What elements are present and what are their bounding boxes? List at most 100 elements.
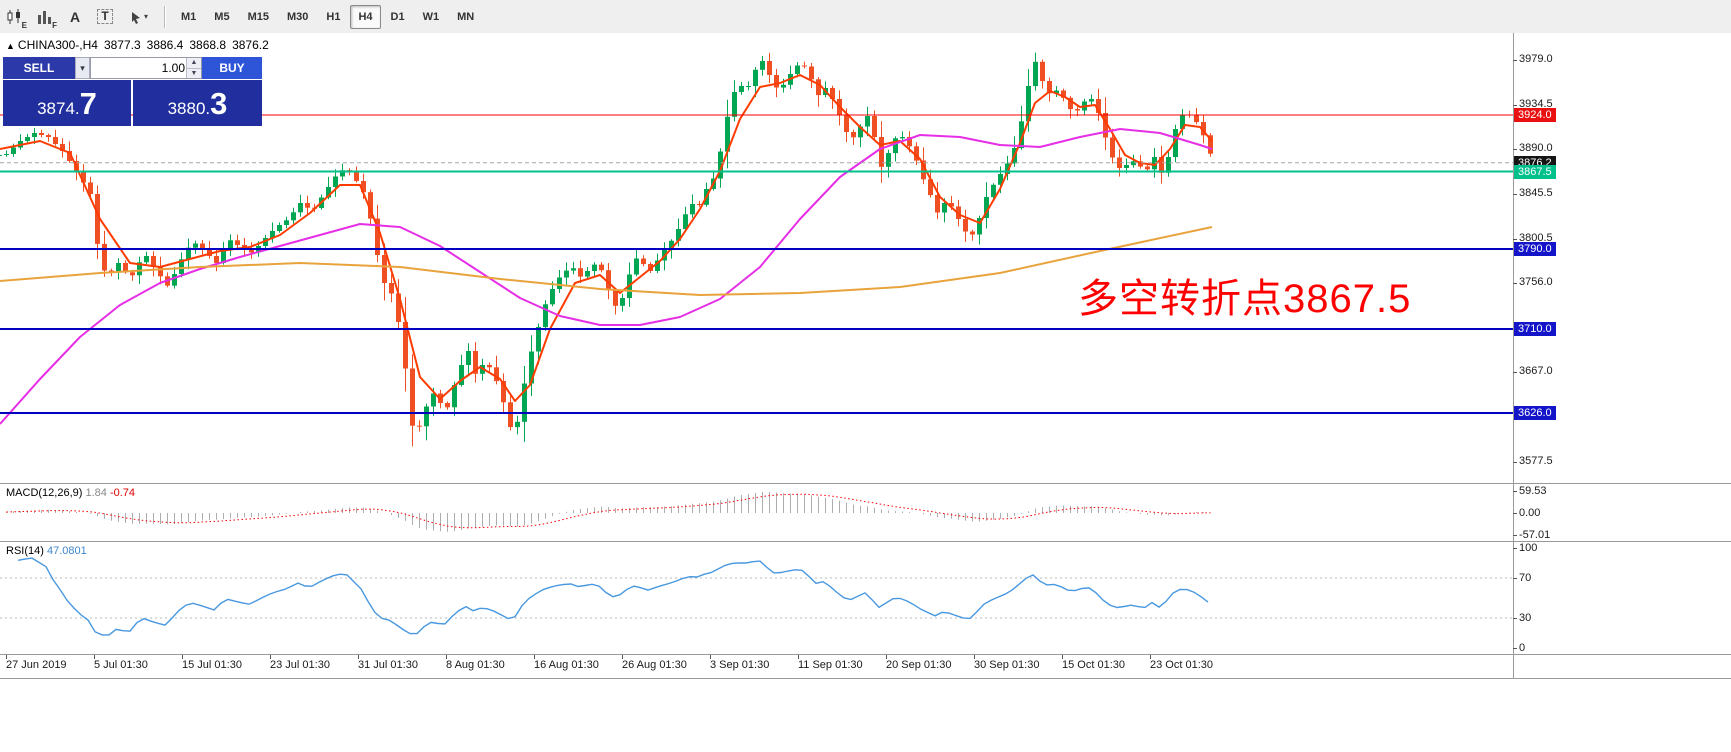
timeframe-button-H4[interactable]: H4 [350, 4, 381, 29]
rsi-tick-mark [1513, 548, 1517, 549]
bid-price-big: 7 [79, 86, 97, 121]
tool-shortcut-label: F [52, 20, 57, 30]
rsi-panel [0, 542, 1731, 654]
time-label: 27 Jun 2019 [6, 659, 67, 671]
rsi-tick-label: 100 [1519, 542, 1538, 554]
volume-dropdown-button[interactable]: ▾ [75, 57, 90, 79]
pointer-tool-icon [131, 11, 140, 24]
time-tick-mark [798, 655, 799, 659]
time-tick-mark [94, 655, 95, 659]
timeframe-button-M1[interactable]: M1 [181, 10, 197, 23]
symbol-name: CHINA300-,H4 [17, 38, 98, 52]
candlestick-chart-icon [7, 8, 20, 24]
macd-tick-mark [1513, 513, 1517, 514]
rsi-tick-mark [1513, 648, 1517, 649]
fast-lwma-line [0, 74, 1213, 402]
price-tick-label: 3577.5 [1519, 454, 1553, 467]
text-box-tool-button[interactable]: T [91, 4, 119, 30]
candlestick-chart-tool-button[interactable]: E [1, 4, 29, 30]
timeframe-button-M5[interactable]: M5 [214, 10, 230, 23]
timeframe-button-W1[interactable]: W1 [422, 10, 440, 23]
tool-shortcut-label: E [21, 20, 27, 30]
time-tick-mark [1150, 655, 1151, 659]
toolbar-separator [164, 5, 166, 28]
time-tick-mark [622, 655, 623, 659]
time-tick-mark [1062, 655, 1063, 659]
bar-chart-tool-button[interactable]: F [31, 4, 59, 30]
rsi-name: RSI(14) [6, 545, 44, 557]
time-tick-mark [710, 655, 711, 659]
time-label: 31 Jul 01:30 [358, 659, 418, 671]
quote-low: 3868.8 [189, 38, 227, 52]
quote-open: 3877.3 [103, 38, 141, 52]
letter-a-tool-button[interactable]: A [61, 4, 89, 30]
pointer-tool-button[interactable]: ▾ [121, 4, 157, 30]
time-label: 8 Aug 01:30 [446, 659, 505, 671]
rsi-line [17, 557, 1209, 636]
time-label: 23 Jul 01:30 [270, 659, 330, 671]
one-click-trade-panel: SELL ▾ ▲ ▼ BUY 3874.7 3880.3 [3, 57, 262, 126]
time-label: 5 Jul 01:30 [94, 659, 148, 671]
macd-tick-label: 0.00 [1519, 507, 1541, 519]
macd-label: MACD(12,26,9) 1.84 -0.74 [6, 487, 135, 499]
volume-increase-button[interactable]: ▲ [187, 58, 201, 69]
price-badge-3790.0: 3790.0 [1514, 242, 1556, 256]
timeframe-button-M15[interactable]: M15 [247, 10, 269, 23]
sell-button[interactable]: SELL [3, 57, 75, 79]
rsi-canvas [0, 557, 1513, 636]
price-tick-mark [1513, 372, 1517, 373]
volume-stepper: ▲ ▼ [186, 58, 201, 78]
ask-price[interactable]: 3880. 3 [133, 80, 262, 126]
price-badge-3710.0: 3710.0 [1514, 322, 1556, 336]
macd-tick-label: -57.01 [1519, 529, 1551, 541]
volume-box: ▲ ▼ [90, 57, 202, 79]
bid-price[interactable]: 3874. 7 [3, 80, 131, 126]
timeframe-button-D1[interactable]: D1 [390, 10, 405, 23]
rsi-tick-label: 70 [1519, 572, 1532, 584]
volume-decrease-button[interactable]: ▼ [187, 68, 201, 78]
time-label: 15 Oct 01:30 [1062, 659, 1125, 671]
time-tick-mark [270, 655, 271, 659]
time-tick-mark [886, 655, 887, 659]
timeframe-button-MN[interactable]: MN [457, 10, 475, 23]
time-tick-mark [6, 655, 7, 659]
price-badge-3924.0: 3924.0 [1514, 108, 1556, 122]
rsi-label: RSI(14) 47.0801 [6, 545, 87, 557]
macd-value: 1.84 [85, 487, 107, 499]
panel-separator [0, 483, 1731, 484]
price-tick-mark [1513, 461, 1517, 463]
slow-ma-line [0, 226, 1213, 296]
annotate-text-icon: A [69, 8, 81, 25]
macd-signal-value: -0.74 [109, 487, 136, 499]
price-axis-separator [1513, 33, 1514, 678]
time-label: 30 Sep 01:30 [974, 659, 1040, 671]
text-box-icon: T [97, 9, 113, 24]
buy-button[interactable]: BUY [202, 57, 262, 79]
time-tick-mark [534, 655, 535, 659]
price-tick-label: 3890.0 [1519, 142, 1553, 154]
quote-high: 3886.4 [146, 38, 184, 52]
bar-chart-icon [38, 10, 51, 24]
time-tick-mark [182, 655, 183, 659]
time-label: 3 Sep 01:30 [710, 659, 770, 671]
chevron-down-icon: ▾ [80, 62, 85, 73]
time-tick-mark [974, 655, 975, 659]
panel-separator [0, 541, 1731, 542]
rsi-tick-mark [1513, 578, 1517, 579]
quote-close: 3876.2 [232, 38, 269, 52]
price-tick-mark [1513, 60, 1517, 61]
time-label: 23 Oct 01:30 [1150, 659, 1213, 671]
price-chart-panel [0, 33, 1731, 483]
time-label: 11 Sep 01:30 [798, 659, 863, 671]
symbol-arrow-icon: ▲ [6, 41, 15, 51]
volume-input[interactable] [91, 58, 187, 78]
ask-price-small: 3880. [167, 99, 211, 118]
timeframe-group: M1 M5 M15 M30 H1 H4 D1 W1 MN [172, 4, 483, 29]
timeframe-button-M30[interactable]: M30 [286, 10, 309, 23]
time-label: 16 Aug 01:30 [534, 659, 599, 671]
price-tick-label: 3934.5 [1519, 97, 1553, 110]
rsi-tick-mark [1513, 618, 1517, 619]
time-tick-mark [446, 655, 447, 659]
timeframe-button-H1[interactable]: H1 [326, 10, 341, 23]
price-tick-label: 3756.0 [1519, 276, 1553, 288]
